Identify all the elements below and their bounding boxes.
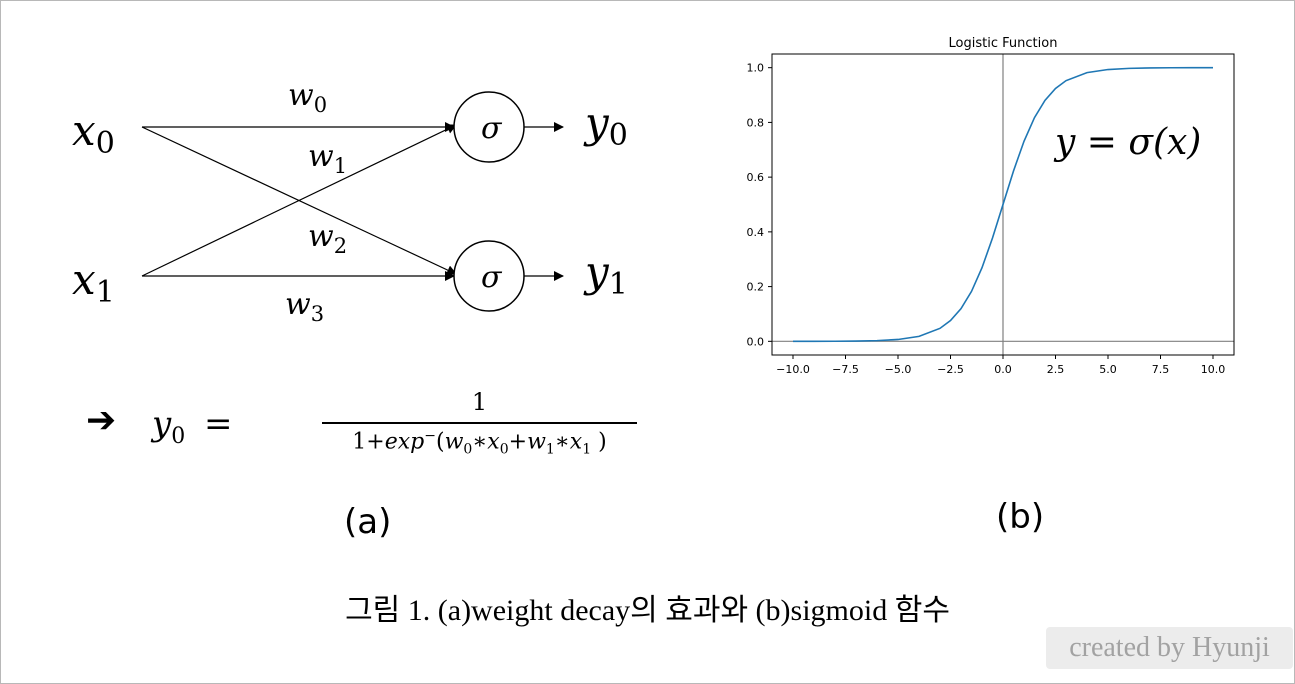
x-tick-label: 0.0 bbox=[994, 363, 1012, 376]
input-x0-var: x bbox=[72, 106, 96, 155]
output-y0: y0 bbox=[583, 98, 628, 153]
y-tick-label: 0.4 bbox=[747, 226, 765, 239]
x-tick-label: −7.5 bbox=[832, 363, 859, 376]
sigmoid-node-1: σ bbox=[453, 240, 525, 312]
y-tick-label: 0.8 bbox=[747, 116, 765, 129]
x-tick-label: 7.5 bbox=[1152, 363, 1170, 376]
output-y1: y1 bbox=[583, 247, 628, 302]
formula-fraction: 1 1+exp−(w0∗x0+w1∗x1 ) bbox=[322, 388, 637, 457]
input-x0: x0 bbox=[72, 106, 115, 161]
weight-w2: w2 bbox=[308, 219, 347, 258]
series-line-0 bbox=[792, 66, 1214, 343]
sigmoid-node-0: σ bbox=[453, 91, 525, 163]
x-tick-label: −5.0 bbox=[885, 363, 912, 376]
arrow-icon: ➔ bbox=[86, 400, 117, 441]
output-formula: ➔ y0 = 1 1+exp−(w0∗x0+w1∗x1 ) bbox=[86, 388, 637, 478]
input-x1-sub: 1 bbox=[96, 275, 115, 310]
plot-annotation: y = σ(x) bbox=[1055, 122, 1202, 163]
x-tick-label: −2.5 bbox=[937, 363, 964, 376]
x-tick-label: 2.5 bbox=[1047, 363, 1065, 376]
credit-badge: created by Hyunji bbox=[1046, 627, 1293, 669]
weight-w3: w3 bbox=[285, 287, 324, 326]
y-tick-label: 0.6 bbox=[747, 171, 765, 184]
network-diagram: x0 x1 w0 w1 w2 w3 σ σ y0 y1 bbox=[72, 78, 628, 326]
x-tick-label: 5.0 bbox=[1099, 363, 1117, 376]
panel-label-a: (a) bbox=[344, 502, 392, 542]
input-x1: x1 bbox=[72, 255, 115, 310]
logistic-chart: Logistic Function −10.0 −7.5 −5.0 −2.5 0.0 2.5… bbox=[747, 36, 1235, 376]
formula-lhs: y0 = bbox=[152, 404, 233, 449]
y-tick-label: 1.0 bbox=[747, 62, 765, 75]
weight-w1: w1 bbox=[308, 139, 347, 178]
weight-w0: w0 bbox=[288, 78, 327, 117]
edge-w2 bbox=[141, 126, 457, 275]
figure-caption: 그림 1. (a)weight decay의 효과와 (b)sigmoid 함수 bbox=[345, 594, 950, 627]
svg-text:x0: x0 bbox=[72, 106, 115, 161]
x-tick-label: 10.0 bbox=[1201, 363, 1226, 376]
y-tick-label: 0.0 bbox=[747, 335, 765, 348]
svg-text:x1: x1 bbox=[72, 255, 115, 310]
sigmoid-symbol: σ bbox=[481, 260, 503, 295]
input-x0-sub: 0 bbox=[96, 126, 115, 161]
fraction-bar bbox=[322, 422, 637, 424]
chart-title: Logistic Function bbox=[949, 36, 1058, 51]
panel-label-b: (b) bbox=[996, 497, 1045, 537]
y-tick-label: 0.2 bbox=[747, 281, 765, 294]
x-tick-label: −10.0 bbox=[776, 363, 810, 376]
input-x1-var: x bbox=[72, 255, 96, 304]
formula-numerator: 1 bbox=[471, 388, 488, 416]
formula-denominator: 1+exp−(w0∗x0+w1∗x1 ) bbox=[352, 427, 607, 458]
sigmoid-symbol: σ bbox=[481, 111, 503, 146]
